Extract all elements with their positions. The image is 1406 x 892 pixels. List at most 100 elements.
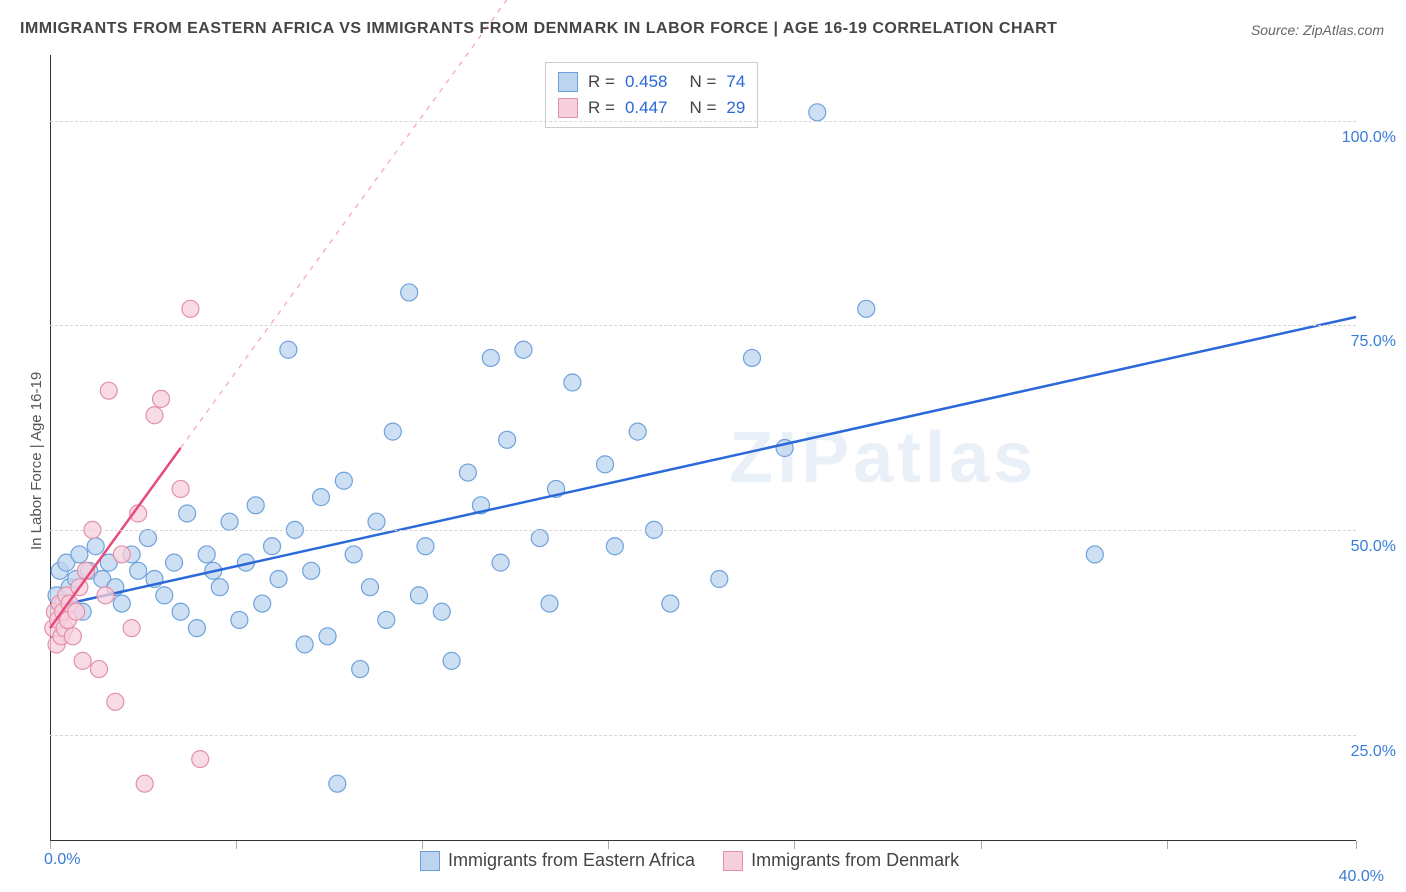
data-point-eastern_africa: [264, 538, 281, 555]
x-tick-mark: [1356, 841, 1357, 849]
x-tick-mark: [1167, 841, 1168, 849]
legend-r-label: R =: [588, 72, 615, 92]
x-tick-mark: [981, 841, 982, 849]
x-axis-end-label: 40.0%: [1339, 868, 1384, 886]
data-point-eastern_africa: [499, 431, 516, 448]
y-axis-label: In Labor Force | Age 16-19: [28, 372, 45, 550]
data-point-eastern_africa: [198, 546, 215, 563]
series-swatch-icon: [723, 851, 743, 871]
series-label: Immigrants from Denmark: [751, 850, 959, 871]
data-point-eastern_africa: [564, 374, 581, 391]
y-tick-label: 75.0%: [1351, 333, 1396, 351]
legend-n-label: N =: [689, 98, 716, 118]
data-point-eastern_africa: [433, 603, 450, 620]
data-point-denmark: [107, 693, 124, 710]
legend-swatch-icon: [558, 98, 578, 118]
data-point-eastern_africa: [1086, 546, 1103, 563]
data-point-eastern_africa: [303, 562, 320, 579]
data-point-eastern_africa: [113, 595, 130, 612]
data-point-denmark: [90, 661, 107, 678]
data-point-eastern_africa: [515, 341, 532, 358]
x-tick-mark: [608, 841, 609, 849]
series-legend-item-eastern_africa: Immigrants from Eastern Africa: [420, 850, 695, 871]
data-point-eastern_africa: [482, 349, 499, 366]
data-point-eastern_africa: [231, 611, 248, 628]
data-point-denmark: [146, 407, 163, 424]
data-point-eastern_africa: [352, 661, 369, 678]
x-tick-mark: [422, 841, 423, 849]
data-point-denmark: [182, 300, 199, 317]
data-point-eastern_africa: [139, 530, 156, 547]
legend-n-value: 29: [726, 98, 745, 118]
trendline-dash-denmark: [181, 0, 556, 448]
data-point-eastern_africa: [71, 546, 88, 563]
data-point-eastern_africa: [743, 349, 760, 366]
legend-r-value: 0.447: [625, 98, 668, 118]
data-point-denmark: [113, 546, 130, 563]
data-point-eastern_africa: [280, 341, 297, 358]
legend-row-eastern_africa: R = 0.458 N = 74: [558, 69, 745, 95]
data-point-denmark: [192, 751, 209, 768]
series-legend-item-denmark: Immigrants from Denmark: [723, 850, 959, 871]
data-point-eastern_africa: [417, 538, 434, 555]
data-point-eastern_africa: [378, 611, 395, 628]
data-point-eastern_africa: [401, 284, 418, 301]
data-point-eastern_africa: [335, 472, 352, 489]
data-point-eastern_africa: [443, 652, 460, 669]
data-point-eastern_africa: [172, 603, 189, 620]
data-point-eastern_africa: [492, 554, 509, 571]
data-point-eastern_africa: [156, 587, 173, 604]
data-point-eastern_africa: [606, 538, 623, 555]
series-legend: Immigrants from Eastern Africa Immigrants…: [420, 850, 959, 871]
legend-row-denmark: R = 0.447 N = 29: [558, 95, 745, 121]
gridline: [50, 530, 1356, 531]
data-point-denmark: [153, 390, 170, 407]
x-tick-mark: [50, 841, 51, 849]
gridline: [50, 735, 1356, 736]
data-point-eastern_africa: [629, 423, 646, 440]
legend-n-value: 74: [726, 72, 745, 92]
chart-svg: [50, 55, 1356, 841]
x-axis-start-label: 0.0%: [44, 851, 80, 869]
trendline-eastern_africa: [50, 317, 1356, 608]
y-tick-label: 25.0%: [1351, 743, 1396, 761]
data-point-eastern_africa: [531, 530, 548, 547]
x-tick-mark: [236, 841, 237, 849]
data-point-eastern_africa: [459, 464, 476, 481]
data-point-denmark: [97, 587, 114, 604]
x-tick-mark: [794, 841, 795, 849]
gridline: [50, 325, 1356, 326]
data-point-eastern_africa: [368, 513, 385, 530]
data-point-eastern_africa: [361, 579, 378, 596]
data-point-eastern_africa: [384, 423, 401, 440]
data-point-eastern_africa: [410, 587, 427, 604]
data-point-eastern_africa: [188, 620, 205, 637]
data-point-eastern_africa: [597, 456, 614, 473]
series-swatch-icon: [420, 851, 440, 871]
data-point-eastern_africa: [858, 300, 875, 317]
gridline: [50, 121, 1356, 122]
data-point-denmark: [136, 775, 153, 792]
data-point-eastern_africa: [312, 489, 329, 506]
data-point-denmark: [100, 382, 117, 399]
data-point-eastern_africa: [345, 546, 362, 563]
data-point-denmark: [74, 652, 91, 669]
source-attribution: Source: ZipAtlas.com: [1251, 22, 1384, 38]
legend-r-label: R =: [588, 98, 615, 118]
data-point-eastern_africa: [329, 775, 346, 792]
data-point-eastern_africa: [541, 595, 558, 612]
data-point-eastern_africa: [247, 497, 264, 514]
data-point-eastern_africa: [130, 562, 147, 579]
data-point-eastern_africa: [87, 538, 104, 555]
chart-title: IMMIGRANTS FROM EASTERN AFRICA VS IMMIGR…: [20, 20, 1057, 38]
y-tick-label: 50.0%: [1351, 538, 1396, 556]
data-point-eastern_africa: [809, 104, 826, 121]
correlation-legend: R = 0.458 N = 74 R = 0.447 N = 29: [545, 62, 758, 128]
data-point-eastern_africa: [711, 571, 728, 588]
data-point-eastern_africa: [319, 628, 336, 645]
data-point-eastern_africa: [296, 636, 313, 653]
data-point-eastern_africa: [662, 595, 679, 612]
data-point-denmark: [68, 603, 85, 620]
y-tick-label: 100.0%: [1342, 129, 1396, 147]
legend-r-value: 0.458: [625, 72, 668, 92]
